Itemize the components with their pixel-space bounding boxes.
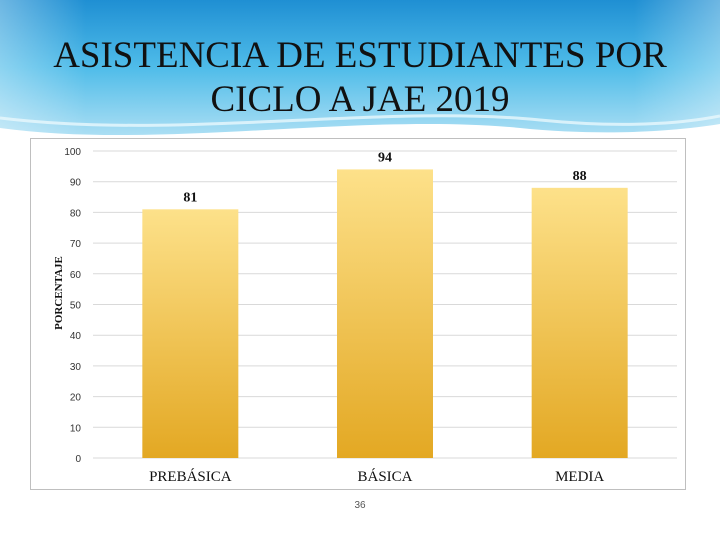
y-tick-label: 30 [70,362,82,373]
y-tick-label: 50 [70,301,82,312]
bar-media [531,187,628,458]
data-label: 94 [378,150,392,165]
x-tick-label: BÁSICA [357,468,412,485]
data-labels: 81 94 88 [183,150,586,205]
slide-title: ASISTENCIA DE ESTUDIANTES POR CICLO A JA… [53,35,667,120]
bar-prebásica [142,209,239,458]
y-axis-label: PORCENTAJE [53,256,65,330]
x-tick-label: MEDIA [555,469,604,485]
slide-number: 36 [354,500,366,511]
y-tick-label: 40 [70,331,82,342]
slide-header: ASISTENCIA DE ESTUDIANTES POR CICLO A JA… [0,0,720,150]
data-label: 88 [573,169,587,184]
y-tick-label: 10 [70,423,82,434]
y-tick-label: 100 [64,147,81,158]
y-tick-label: 80 [70,208,82,219]
bars [142,169,628,459]
bar-básica [337,169,433,459]
y-tick-label: 60 [70,270,82,281]
y-axis-ticks: 0 10 20 30 40 50 60 70 80 90 100 [64,147,81,465]
y-tick-label: 20 [70,393,82,404]
bar-chart: 0 10 20 30 40 50 60 70 80 90 100 81 94 88 PREBÁSICA B… [53,147,677,485]
x-axis-ticks: PREBÁSICA BÁSICA MEDIA [149,468,604,485]
x-tick-label: PREBÁSICA [149,468,232,485]
y-tick-label: 70 [70,239,82,250]
chart-area: 0 10 20 30 40 50 60 70 80 90 100 81 94 88 PREBÁSICA B… [30,138,686,490]
y-tick-label: 90 [70,178,82,189]
data-label: 81 [183,190,197,205]
y-tick-label: 0 [75,454,81,465]
header-wave-background [0,0,720,150]
